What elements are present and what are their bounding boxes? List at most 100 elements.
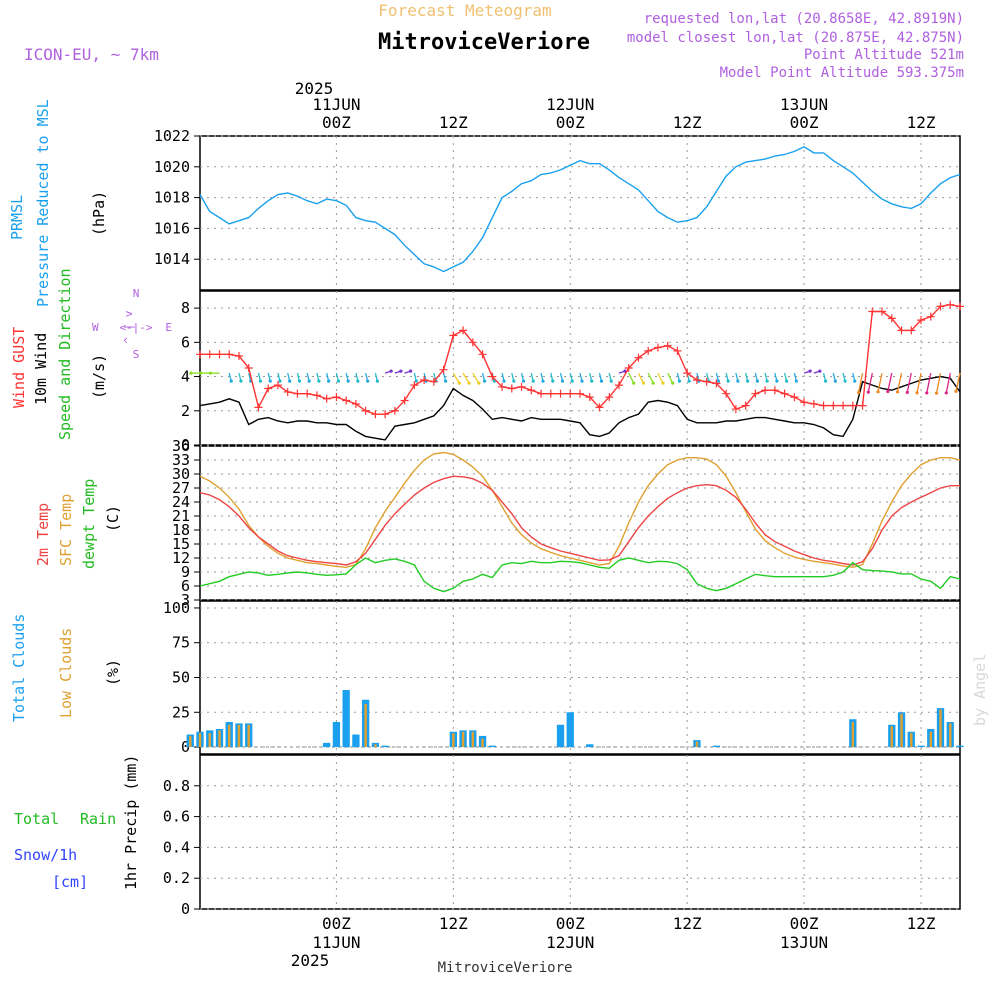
total-cloud-bar	[332, 722, 341, 748]
cloud-ytick-label: 50	[172, 669, 190, 687]
gust-marker	[332, 393, 341, 402]
gust-marker	[936, 302, 945, 311]
gust-marker	[585, 393, 594, 402]
t2m-line	[199, 475, 960, 566]
wind-arrow-head	[317, 379, 321, 383]
gust-marker	[702, 377, 711, 386]
gust-marker	[800, 398, 809, 407]
precip-frame	[199, 754, 961, 910]
gust-marker	[293, 389, 302, 398]
gust-marker	[420, 375, 429, 384]
top-time-tick: 12Z	[673, 113, 702, 132]
wind-arrow-head	[661, 381, 665, 385]
low-cloud-bar	[228, 724, 231, 748]
wind-arrow	[916, 373, 922, 393]
gust-marker	[459, 326, 468, 335]
gust-marker	[517, 382, 526, 391]
wind-arrow-head	[366, 379, 370, 383]
total-cloud-bar	[352, 734, 360, 748]
gust-marker	[546, 389, 555, 398]
gust-marker	[848, 401, 857, 410]
bottom-time-tick: 12Z	[907, 914, 936, 933]
wind-arrow-head	[590, 379, 594, 383]
wind-arrow-head	[944, 391, 948, 395]
compass-s: S	[133, 348, 140, 361]
low-cloud-bar	[452, 733, 455, 748]
point-altitude: Point Altitude 521m	[804, 47, 964, 63]
gust-marker	[595, 403, 604, 412]
wind-arrow-head	[876, 390, 880, 394]
bottom-time-axis: 00Z 12Z 00Z 12Z 00Z 12Z 11JUN 12JUN 13JUN	[312, 914, 936, 952]
bottom-time-tick: 00Z	[322, 914, 351, 933]
prmsl-panel: 1014 1016 1018 1020 1022	[154, 127, 961, 291]
wind-arrow-head	[794, 379, 798, 383]
low-cloud-bar	[929, 731, 932, 748]
wind-arrow-head	[651, 381, 655, 385]
low-cloud-bar	[949, 723, 952, 748]
low-cloud-bar	[374, 744, 377, 748]
wind-arrow-head	[443, 379, 448, 383]
top-year-label: 2025	[295, 79, 334, 98]
gust-marker	[653, 343, 662, 352]
gust-marker	[381, 410, 390, 419]
gust-marker	[439, 365, 448, 374]
cloud-panel-labels: Total Clouds Low Clouds (%)	[10, 614, 122, 722]
gust-marker	[303, 389, 312, 398]
gust-marker	[770, 386, 779, 395]
wind-arrow-head	[866, 390, 870, 394]
gust-marker	[556, 389, 565, 398]
wind-arrow-head	[785, 379, 789, 383]
wind-arrow	[867, 372, 873, 393]
temp-ytick-label: 21	[172, 507, 190, 525]
wind-arrow-head	[477, 381, 481, 385]
wind-arrow-head	[541, 379, 545, 383]
gust-marker	[868, 307, 877, 316]
wind-arrow-head	[905, 390, 909, 394]
wind-arrow-head	[954, 389, 958, 393]
gust-marker	[761, 386, 770, 395]
wind-arrow-head	[467, 381, 471, 385]
gust-marker	[449, 331, 458, 340]
wind-arrow-head	[580, 379, 584, 383]
wind-arrow	[657, 372, 664, 384]
wind-gust-label: Wind GUST	[10, 327, 28, 408]
prmsl-ytick-label: 1020	[154, 158, 190, 176]
wind-arrow	[877, 372, 883, 392]
total-cloud-bar	[556, 724, 565, 748]
wind-arrow	[926, 373, 932, 394]
wind-arrow-head	[346, 379, 350, 383]
wind-arrows	[189, 369, 961, 395]
gust-marker	[361, 406, 370, 415]
gust-marker	[537, 389, 546, 398]
gust-marker	[322, 394, 331, 403]
gust-marker	[751, 389, 760, 398]
wind-arrow-head	[199, 371, 203, 375]
requested-coords: requested lon,lat (20.8658E, 42.8919N)	[644, 11, 964, 27]
low-cloud-bar	[890, 726, 894, 748]
gust-marker	[644, 346, 653, 355]
temp-sfc-label: SFC Temp	[57, 494, 75, 566]
bottom-date-label: 13JUN	[780, 933, 828, 952]
wind-arrow-head	[599, 379, 604, 383]
gust-marker	[225, 350, 234, 359]
gust-marker	[809, 399, 818, 408]
low-cloud-bar	[198, 733, 202, 748]
wind-arrow-head	[399, 369, 403, 373]
gust-marker	[722, 389, 731, 398]
low-cloud-bar	[189, 735, 192, 748]
wind-arrow-head	[833, 379, 837, 383]
wind-arrow	[945, 373, 951, 394]
wind-arrow	[628, 372, 635, 384]
wind-arrow-head	[457, 381, 461, 385]
gust-marker	[673, 346, 682, 355]
compass-rose-icon: N S W E <-|-> ^ | v	[92, 287, 172, 361]
wind-arrow-head	[239, 379, 243, 383]
wind-arrow	[955, 372, 961, 392]
wind-10m-label: 10m Wind	[32, 333, 50, 405]
wind-arrow-head	[818, 369, 822, 373]
temp-dewpt-label: dewpt Temp	[80, 479, 98, 569]
total-cloud-bar	[342, 690, 350, 748]
temp-panel-labels: 2m Temp SFC Temp dewpt Temp (C)	[34, 479, 122, 569]
compass-n: N	[133, 287, 140, 300]
